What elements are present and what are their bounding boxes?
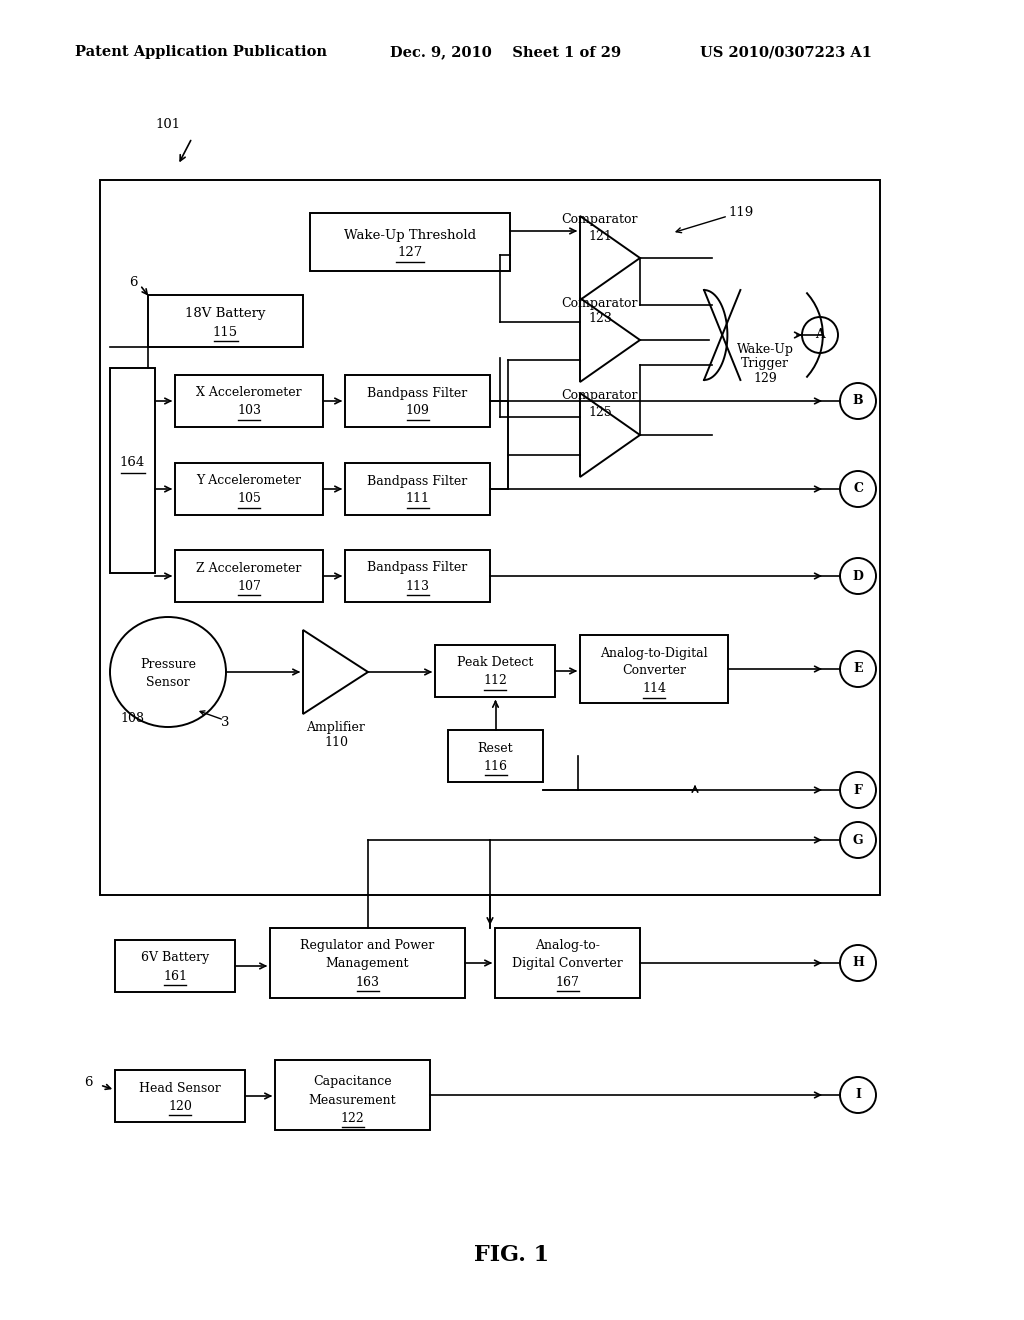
Text: Converter: Converter bbox=[622, 664, 686, 677]
Text: Z Accelerometer: Z Accelerometer bbox=[197, 561, 302, 574]
Text: C: C bbox=[853, 483, 863, 495]
Bar bbox=[345, 375, 490, 426]
Text: Sensor: Sensor bbox=[146, 676, 189, 689]
Text: 129: 129 bbox=[753, 371, 777, 384]
Text: X Accelerometer: X Accelerometer bbox=[197, 387, 302, 400]
Text: Analog-to-Digital: Analog-to-Digital bbox=[600, 647, 708, 660]
Text: Bandpass Filter: Bandpass Filter bbox=[368, 474, 468, 487]
Text: 114: 114 bbox=[642, 682, 666, 696]
Text: 120: 120 bbox=[168, 1100, 191, 1113]
Text: 6V Battery: 6V Battery bbox=[141, 952, 209, 965]
Text: Peak Detect: Peak Detect bbox=[457, 656, 534, 669]
Text: US 2010/0307223 A1: US 2010/0307223 A1 bbox=[700, 45, 872, 59]
Text: 115: 115 bbox=[213, 326, 238, 338]
Bar bbox=[310, 213, 510, 271]
Text: I: I bbox=[855, 1089, 861, 1101]
Text: Dec. 9, 2010    Sheet 1 of 29: Dec. 9, 2010 Sheet 1 of 29 bbox=[390, 45, 622, 59]
Bar bbox=[175, 550, 323, 602]
Text: 101: 101 bbox=[155, 119, 180, 132]
Bar bbox=[449, 730, 543, 781]
Text: 123: 123 bbox=[588, 313, 612, 326]
Text: 164: 164 bbox=[120, 455, 145, 469]
Text: 163: 163 bbox=[355, 975, 380, 989]
Bar bbox=[495, 928, 640, 998]
Bar bbox=[115, 1071, 245, 1122]
Text: Digital Converter: Digital Converter bbox=[512, 957, 623, 970]
Text: Patent Application Publication: Patent Application Publication bbox=[75, 45, 327, 59]
Text: 119: 119 bbox=[728, 206, 754, 219]
Text: Comparator: Comparator bbox=[562, 297, 638, 309]
Text: Comparator: Comparator bbox=[562, 389, 638, 403]
Text: FIG. 1: FIG. 1 bbox=[474, 1243, 550, 1266]
Text: Analog-to-: Analog-to- bbox=[536, 940, 600, 953]
Text: F: F bbox=[854, 784, 862, 796]
Bar bbox=[270, 928, 465, 998]
Text: Measurement: Measurement bbox=[308, 1093, 396, 1106]
Bar bbox=[115, 940, 234, 993]
Text: 6: 6 bbox=[129, 276, 137, 289]
Text: Management: Management bbox=[326, 957, 410, 970]
Text: 116: 116 bbox=[483, 759, 508, 772]
Text: Comparator: Comparator bbox=[562, 214, 638, 227]
Bar bbox=[345, 463, 490, 515]
Text: 107: 107 bbox=[238, 579, 261, 593]
Text: Wake-Up: Wake-Up bbox=[736, 343, 794, 356]
Text: Regulator and Power: Regulator and Power bbox=[300, 940, 434, 953]
Bar bbox=[175, 375, 323, 426]
Text: Bandpass Filter: Bandpass Filter bbox=[368, 387, 468, 400]
Text: G: G bbox=[853, 833, 863, 846]
Text: 113: 113 bbox=[406, 579, 429, 593]
Text: E: E bbox=[853, 663, 863, 676]
Text: 127: 127 bbox=[397, 247, 423, 260]
Text: 109: 109 bbox=[406, 404, 429, 417]
Bar bbox=[435, 645, 555, 697]
Bar bbox=[345, 550, 490, 602]
Text: Wake-Up Threshold: Wake-Up Threshold bbox=[344, 228, 476, 242]
Text: Head Sensor: Head Sensor bbox=[139, 1081, 221, 1094]
Text: 167: 167 bbox=[556, 975, 580, 989]
Bar bbox=[100, 180, 880, 895]
Text: H: H bbox=[852, 957, 864, 969]
Text: 3: 3 bbox=[221, 715, 229, 729]
Text: 108: 108 bbox=[120, 711, 144, 725]
Text: Capacitance: Capacitance bbox=[313, 1076, 392, 1089]
Text: Trigger: Trigger bbox=[741, 358, 790, 371]
Text: Y Accelerometer: Y Accelerometer bbox=[197, 474, 301, 487]
Text: 103: 103 bbox=[237, 404, 261, 417]
Bar bbox=[275, 1060, 430, 1130]
Text: Reset: Reset bbox=[477, 742, 513, 755]
Text: Amplifier: Amplifier bbox=[306, 721, 366, 734]
Text: 105: 105 bbox=[238, 492, 261, 506]
Bar bbox=[148, 294, 303, 347]
Text: 6: 6 bbox=[84, 1077, 92, 1089]
Text: 112: 112 bbox=[483, 675, 507, 688]
Text: D: D bbox=[853, 569, 863, 582]
Text: 121: 121 bbox=[588, 230, 612, 243]
Text: 18V Battery: 18V Battery bbox=[185, 308, 266, 321]
Text: Bandpass Filter: Bandpass Filter bbox=[368, 561, 468, 574]
Bar bbox=[175, 463, 323, 515]
Text: 110: 110 bbox=[324, 735, 348, 748]
Text: B: B bbox=[853, 395, 863, 408]
Text: 161: 161 bbox=[163, 969, 187, 982]
Bar bbox=[580, 635, 728, 704]
Text: 125: 125 bbox=[588, 405, 612, 418]
Text: 122: 122 bbox=[341, 1111, 365, 1125]
Text: 111: 111 bbox=[406, 492, 429, 506]
Bar bbox=[110, 368, 155, 573]
Text: Pressure: Pressure bbox=[140, 657, 196, 671]
Text: A: A bbox=[815, 329, 825, 342]
